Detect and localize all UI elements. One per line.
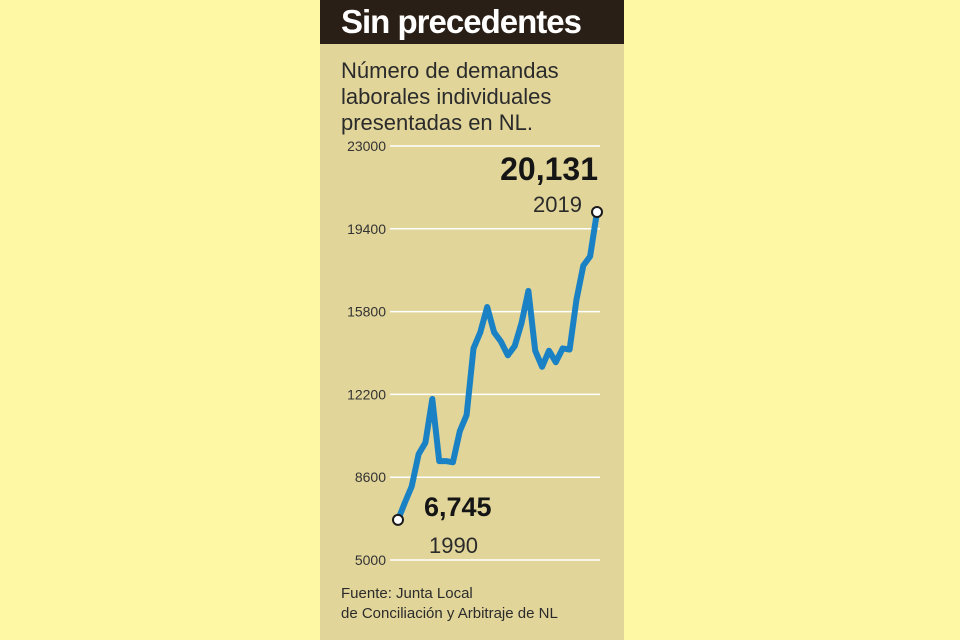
chart-title: Sin precedentes <box>341 3 582 40</box>
y-tick-label: 19400 <box>347 221 386 237</box>
gridlines <box>390 145 600 561</box>
chart-subtitle: Número de demandas laborales individuale… <box>341 58 559 135</box>
source-note: Fuente: Junta Local de Conciliación y Ar… <box>341 584 621 624</box>
start-value-label: 6,745 <box>424 492 492 522</box>
start-year-label: 1990 <box>429 533 478 558</box>
source-line-2: de Conciliación y Arbitraje de NL <box>341 605 558 622</box>
end-value-label: 20,131 <box>500 151 598 187</box>
y-tick-label: 15800 <box>347 304 386 320</box>
series-line <box>395 209 600 523</box>
title-bar <box>320 0 624 44</box>
endpoints <box>392 205 603 526</box>
end-point <box>591 205 603 218</box>
end-year-label: 2019 <box>533 192 582 217</box>
start-point <box>392 513 404 526</box>
y-tick-labels: 5000 8600 12200 15800 19400 23000 <box>347 138 386 568</box>
source-line-1: Fuente: Junta Local <box>341 585 473 602</box>
y-tick-label: 23000 <box>347 138 386 154</box>
y-tick-label: 8600 <box>355 469 386 485</box>
y-tick-label: 12200 <box>347 386 386 402</box>
y-tick-label: 5000 <box>355 552 386 568</box>
annotation-labels: 20,131 2019 6,745 1990 <box>424 151 598 558</box>
